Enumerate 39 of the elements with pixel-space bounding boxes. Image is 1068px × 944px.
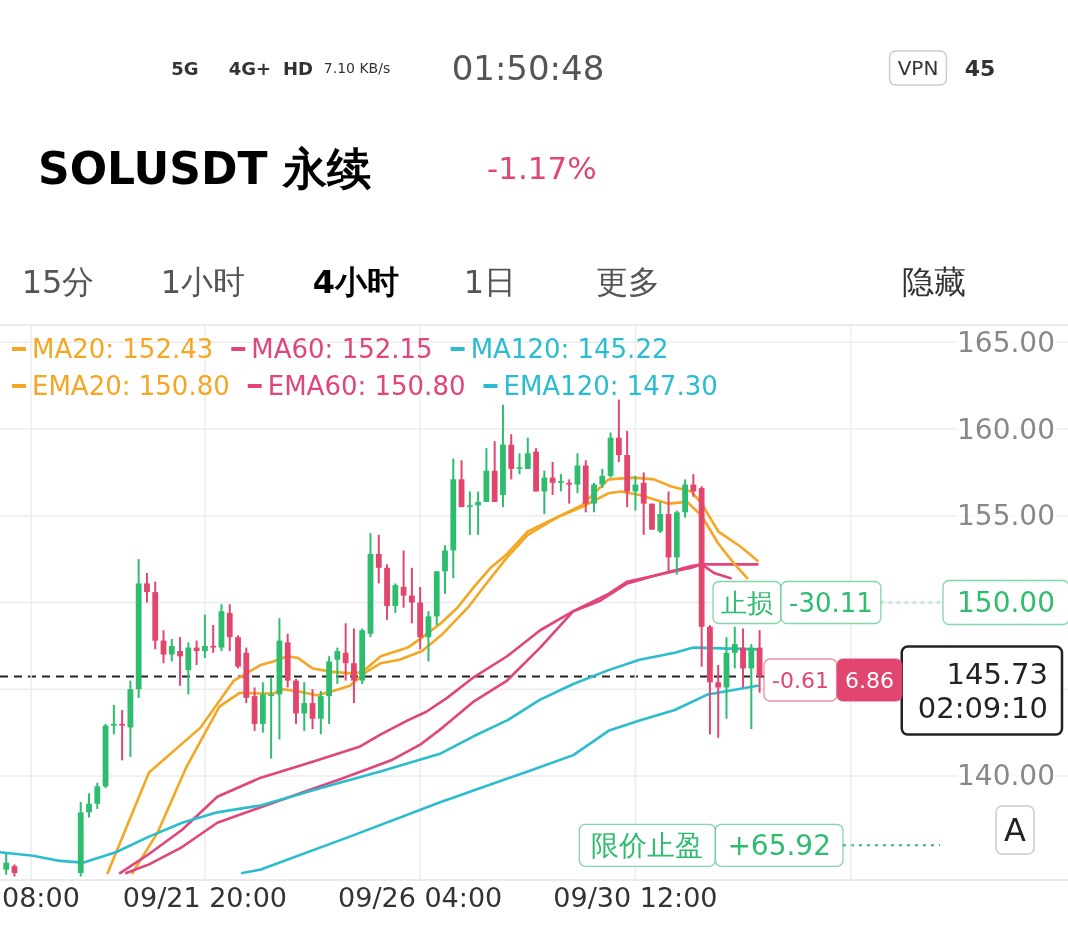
legend: MA60: 152.15: [251, 334, 433, 364]
ytick: 165.00: [957, 325, 1055, 359]
ytick: 150.00: [957, 586, 1055, 619]
xtick: 09/26 04:00: [338, 881, 503, 913]
ytick: 160.00: [957, 412, 1055, 446]
subtitle: -1.17%: [487, 150, 597, 186]
ref-label: -30.11: [789, 587, 873, 618]
annotation: 1小时: [160, 263, 246, 301]
annotation: HD: [283, 57, 313, 79]
ref-label: 6.86: [844, 667, 894, 693]
ytick: 155.00: [957, 499, 1055, 533]
annotation: 7.10 KB/s: [323, 60, 391, 76]
annotation: 01:50:48: [451, 48, 605, 88]
ref-label: 145.73: [946, 656, 1048, 691]
ytick: 140.00: [957, 759, 1055, 793]
xtick: 08:00: [2, 881, 80, 913]
annotation: 45: [964, 55, 996, 81]
annotation: 4G+: [228, 57, 272, 79]
xtick: 09/21 20:00: [122, 881, 287, 913]
legend: EMA20: 150.80: [32, 371, 230, 401]
legend: MA20: 152.43: [32, 334, 214, 364]
ref-label: +65.92: [727, 828, 831, 862]
annotation: 5G: [171, 57, 199, 79]
annotation: 隐藏: [902, 263, 966, 301]
annotation: 4小时: [312, 263, 400, 301]
legend: EMA120: 147.30: [503, 371, 718, 401]
annotation: 15分: [21, 263, 95, 301]
ref-label: 限价止盈: [591, 828, 704, 862]
legend: MA120: 145.22: [470, 334, 669, 364]
annotation: 更多: [596, 263, 660, 301]
annotation: A: [1004, 811, 1026, 849]
legend: EMA60: 150.80: [267, 371, 466, 401]
ref-label: -0.61: [772, 667, 829, 693]
annotation: 1日: [463, 263, 517, 301]
annotation: VPN: [897, 56, 939, 80]
xtick: 09/30 12:00: [553, 881, 718, 913]
title: SOLUSDT 永续: [38, 142, 371, 194]
ref-label: 止损: [721, 587, 773, 618]
ref-label: 02:09:10: [917, 690, 1048, 725]
